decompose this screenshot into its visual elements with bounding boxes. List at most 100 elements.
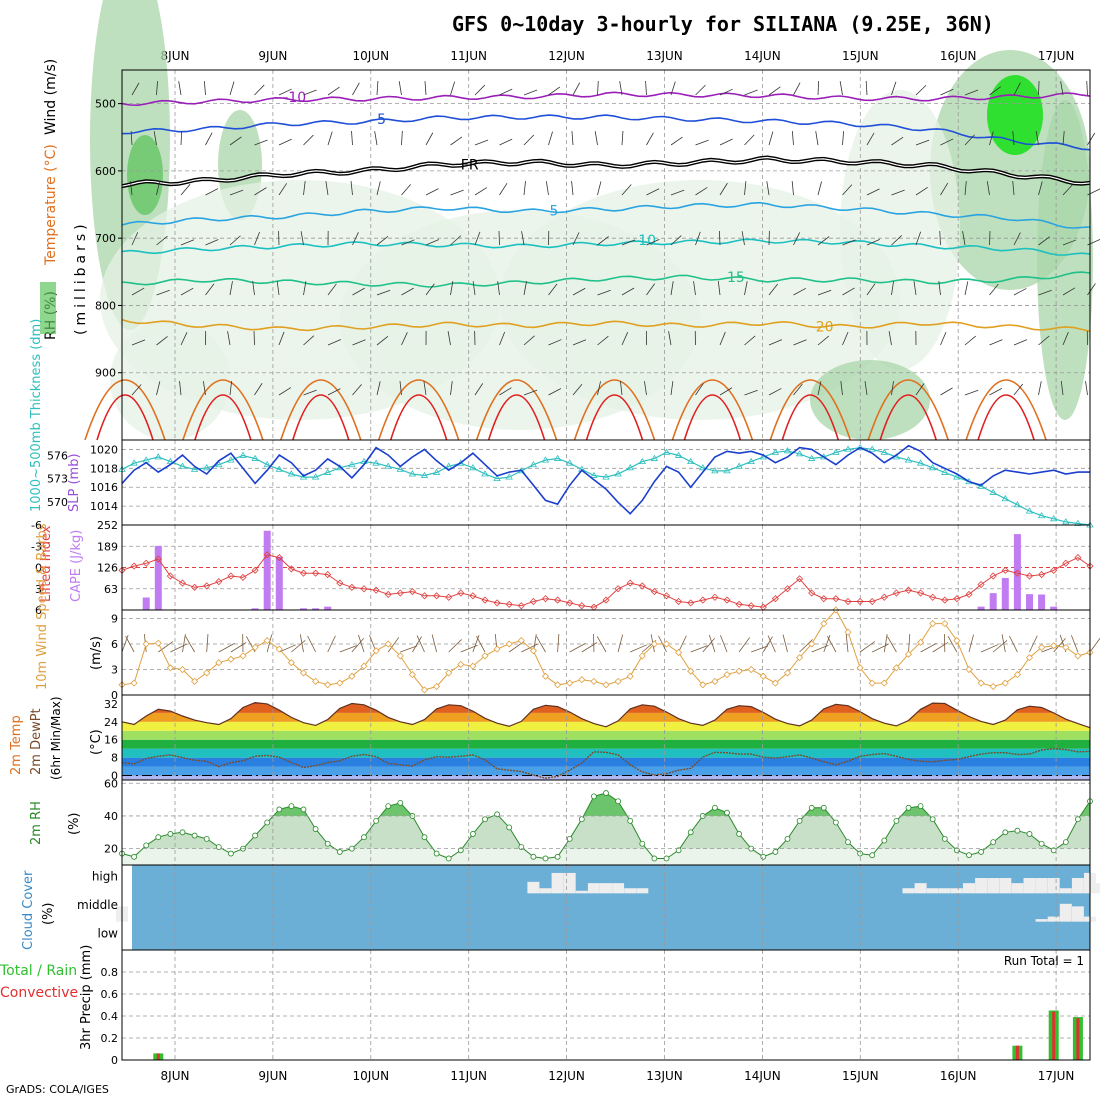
wind-barb [205, 132, 213, 146]
wind-barb [891, 81, 897, 96]
surface-isotherm [182, 379, 264, 441]
y-tick-label-cape: 189 [97, 540, 118, 553]
wind10-point [892, 664, 900, 672]
wind-barb [597, 236, 609, 246]
wind-barb [376, 81, 379, 96]
thickness-point [880, 448, 889, 455]
cape-bar [1026, 594, 1033, 610]
li-point [1062, 559, 1070, 567]
y-tick-label-slp: 1018 [90, 462, 118, 475]
wind-barb [548, 339, 562, 346]
wind-barb [670, 136, 683, 146]
li-point [481, 596, 489, 604]
wind-barb [670, 189, 685, 196]
wind-barb-10m [206, 634, 209, 653]
li-point [154, 555, 162, 563]
wind10-point [989, 682, 997, 691]
wind10-point [1038, 643, 1046, 651]
rh-shading [127, 135, 163, 215]
wind-barb [1038, 181, 1043, 196]
wind-barb [842, 287, 855, 296]
x-tick-label-bottom: 12JUN [548, 1069, 585, 1083]
isotherm-FR [121, 156, 1091, 187]
li-point [287, 565, 295, 573]
wind-barb [180, 239, 195, 246]
wind10-point [408, 671, 416, 679]
wind10-point [904, 650, 913, 658]
y-tick-label-precip: 0.2 [101, 1032, 119, 1045]
x-tick-label-top: 14JUN [744, 49, 781, 63]
cloud-clear-high [539, 888, 552, 894]
wind-barb [423, 381, 427, 396]
wind10-point [203, 669, 211, 677]
wind-barb [866, 132, 875, 146]
temp-band [122, 702, 1090, 704]
wind-barb [768, 283, 778, 296]
wind-barb-10m [767, 635, 776, 653]
y-tick-label-slp: 1020 [90, 443, 118, 456]
side-label-precip-conv: Convective [0, 985, 78, 1001]
li-point [1001, 566, 1009, 574]
side-label-cloud: Cloud Cover [21, 870, 36, 950]
wind-barb [793, 339, 807, 346]
li-point [263, 551, 271, 559]
li-point [602, 596, 610, 604]
wind-barb-10m [782, 634, 788, 653]
x-tick-label-top: 10JUN [353, 49, 390, 63]
rh2-point [1014, 827, 1021, 834]
wind-barb [793, 383, 803, 396]
thickness-point [457, 459, 465, 466]
li-point [747, 602, 755, 610]
wind10-point [1074, 652, 1082, 660]
cape-bar [1050, 606, 1058, 610]
ylabel-temp: (°C) [89, 729, 104, 755]
wind10-point [602, 681, 610, 689]
li-point [541, 595, 550, 603]
wind10-point [650, 640, 658, 648]
wind-barb [156, 235, 168, 246]
wind-barb-10m [339, 645, 357, 653]
cloud-clear-high [1071, 878, 1084, 894]
li-point [796, 575, 804, 583]
isotherm-label: -5 [372, 112, 386, 128]
wind-barb-10m [859, 641, 875, 653]
cape-bar [154, 545, 162, 610]
rh2-point [820, 804, 827, 811]
wind-barb [817, 335, 830, 346]
cloud-clear-high [975, 878, 988, 894]
wind-barb [597, 181, 602, 196]
cape-bar [300, 608, 307, 610]
rh2-point [929, 816, 936, 823]
isotherm-5 [121, 201, 1091, 229]
wind-barb [350, 181, 353, 196]
wind10-point [348, 672, 356, 680]
wind-barb [989, 388, 1003, 396]
cloud-clear-middle [1071, 906, 1084, 922]
wind-barb [156, 289, 170, 296]
rh2-point [905, 804, 912, 811]
temp-band [122, 748, 1090, 758]
y-tick-label-precip: 0.8 [101, 966, 119, 979]
surface-isotherm [769, 379, 852, 441]
wind-barb [450, 235, 462, 246]
wind-barb-10m [708, 634, 716, 653]
wind-barb [205, 283, 215, 296]
wind-barb [376, 335, 389, 346]
rh2-point [264, 819, 271, 826]
wind-barb [646, 188, 660, 196]
thickness-point [590, 471, 598, 478]
rh2-point [131, 853, 138, 860]
cloud-clear-middle [1035, 919, 1048, 922]
rh2-point [772, 849, 779, 855]
wind10-point [711, 677, 719, 685]
wind-barb [376, 181, 381, 196]
isotherm-20 [121, 318, 1091, 333]
rh2-point [591, 793, 597, 800]
wind10-point [481, 652, 489, 660]
wind-barb [695, 84, 706, 96]
cloud-clear-high [1096, 883, 1100, 894]
wind-barb [545, 181, 549, 196]
wind-barb-10m [617, 634, 624, 653]
rh2-point [687, 829, 694, 836]
rh2-point [627, 817, 634, 824]
